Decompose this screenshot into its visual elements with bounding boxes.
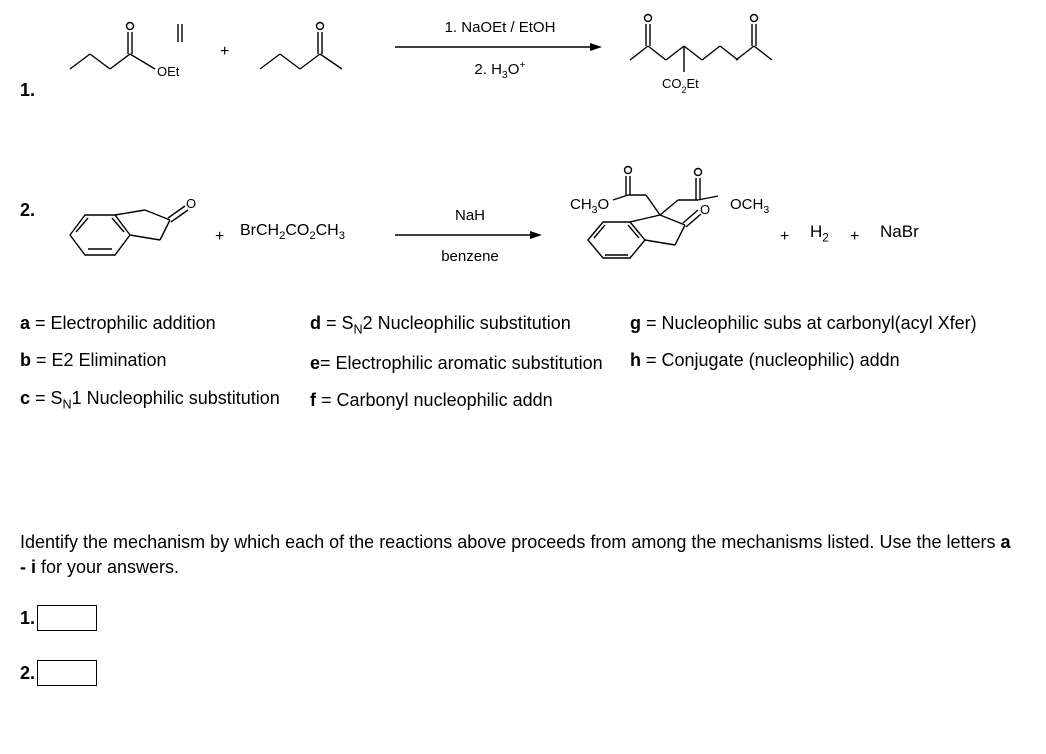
mech-g: g = Nucleophilic subs at carbonyl(acyl X… [630, 312, 1010, 335]
byproduct-h2: H2 [810, 222, 829, 244]
mol-mvk [250, 14, 360, 84]
plus-2c: + [850, 228, 859, 246]
mech-e: e= Electrophilic aromatic substitution [310, 352, 630, 375]
answer-2-input[interactable] [37, 660, 97, 686]
cond-line2: benzene [390, 247, 550, 267]
answer-2-label: 2. [20, 663, 35, 684]
mech-c: c = SN1 Nucleophilic substitution [20, 387, 310, 413]
reaction-1-number: 1. [20, 80, 35, 101]
plus-1a: + [220, 43, 229, 61]
mechanism-legend: a = Electrophilic addition b = E2 Elimin… [20, 312, 1026, 427]
plus-2a: + [215, 228, 224, 246]
prod2-ring-o: O [700, 202, 710, 217]
mech-b: b = E2 Elimination [20, 349, 310, 372]
answer-row-1: 1. [20, 605, 97, 631]
byproduct-nabr: NaBr [880, 222, 919, 242]
oet-label: OEt [157, 64, 180, 79]
reagent1-line2: 2. H3O+ [390, 59, 610, 83]
bromo-ester: BrCH2CO2CH3 [240, 222, 345, 242]
cond-line1: NaH [390, 206, 550, 226]
reagent-block-2: NaH benzene [390, 206, 550, 266]
mol-product-1: CO2Et [620, 8, 820, 98]
reaction-1: 1. OEt + [20, 8, 1020, 108]
answer-1-label: 1. [20, 608, 35, 629]
prompt-text: Identify the mechanism by which each of … [20, 530, 1020, 580]
reaction-2: 2. O + BrCH2CO2CH3 NaH benzene [20, 160, 1020, 290]
co2et-label: CO2Et [662, 76, 699, 95]
arrow-2 [390, 228, 550, 242]
tetralone-o: O [186, 196, 196, 211]
reaction-2-number: 2. [20, 200, 35, 221]
mech-h: h = Conjugate (nucleophilic) addn [630, 349, 1010, 372]
mol-product-2: O [568, 160, 788, 270]
answer-row-2: 2. [20, 660, 97, 686]
answer-1-input[interactable] [37, 605, 97, 631]
mol-tetralone: O [50, 190, 200, 280]
arrow-1 [390, 40, 610, 54]
mech-d: d = SN2 Nucleophilic substitution [310, 312, 630, 338]
mech-a: a = Electrophilic addition [20, 312, 310, 335]
plus-2b: + [780, 228, 789, 246]
reagent1-line1: 1. NaOEt / EtOH [390, 18, 610, 38]
reagent-block-1: 1. NaOEt / EtOH 2. H3O+ [390, 18, 610, 82]
mech-f: f = Carbonyl nucleophilic addn [310, 389, 630, 412]
mol-ester-start: OEt [60, 14, 210, 84]
